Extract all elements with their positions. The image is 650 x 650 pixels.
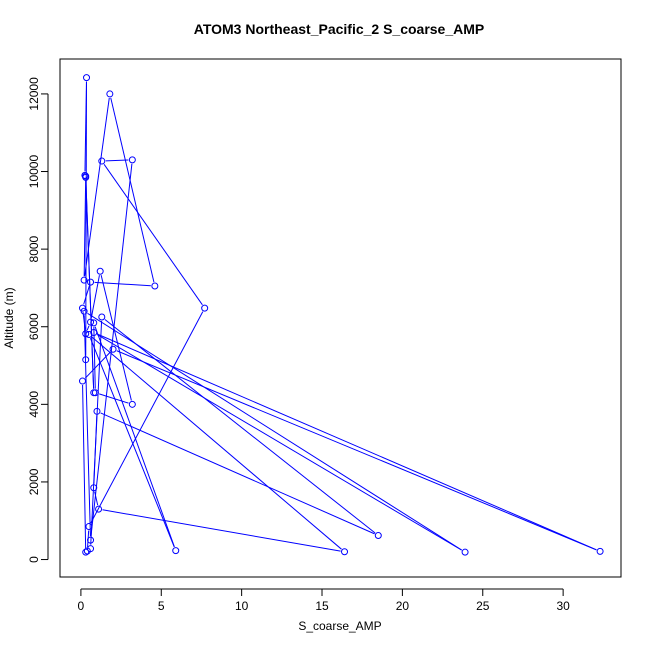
y-tick-label: 6000: [27, 313, 41, 340]
data-point: [85, 523, 93, 531]
series-points: [79, 74, 604, 556]
series-segment: [83, 285, 90, 305]
y-tick-label: 4000: [27, 391, 41, 418]
series-segment: [105, 159, 129, 162]
series-segment: [97, 333, 597, 551]
data-point: [341, 548, 349, 556]
series-segment: [104, 319, 376, 534]
data-point: [87, 318, 95, 326]
series-segment: [90, 163, 133, 537]
data-point: [172, 547, 180, 555]
series-segment: [110, 97, 155, 283]
series-segment: [94, 326, 175, 548]
data-point: [596, 547, 604, 555]
data-point: [128, 156, 136, 164]
data-point: [80, 276, 88, 284]
data-point: [82, 356, 90, 364]
series-segment: [86, 325, 90, 331]
x-tick-label: 25: [476, 599, 490, 613]
data-point: [461, 548, 469, 556]
series-segment: [103, 164, 203, 306]
chart-title: ATOM3 Northeast_Pacific_2 S_coarse_AMP: [194, 21, 485, 37]
data-point: [87, 536, 95, 544]
x-axis: 0 5 10 15 20 25 30: [78, 588, 570, 613]
data-point: [109, 345, 117, 353]
data-point: [128, 400, 136, 408]
x-tick-label: 30: [556, 599, 570, 613]
series-segment: [84, 97, 110, 277]
series-segment: [85, 81, 88, 356]
x-tick-label: 5: [158, 599, 165, 613]
series-segment: [94, 281, 151, 287]
data-point: [90, 329, 98, 337]
y-tick-label: 2000: [27, 468, 41, 495]
series-segment: [100, 275, 132, 401]
data-point: [98, 313, 106, 321]
data-point: [90, 484, 98, 492]
y-axis: 0 2000 4000 6000 8000 10000 12000: [27, 77, 49, 563]
series-segment: [102, 509, 341, 552]
series-segment: [100, 412, 375, 535]
series-segment: [99, 393, 129, 404]
series-lines: [82, 81, 597, 552]
data-point: [95, 505, 103, 513]
x-tick-label: 15: [315, 599, 329, 613]
series-segment: [93, 326, 96, 389]
data-point: [82, 172, 90, 180]
data-point: [79, 377, 87, 385]
y-tick-label: 0: [27, 556, 41, 563]
data-point: [87, 278, 95, 286]
y-tick-label: 8000: [27, 235, 41, 262]
data-point: [151, 282, 159, 290]
y-tick-label: 12000: [27, 77, 41, 111]
series-segment: [116, 350, 597, 551]
data-point: [83, 74, 91, 82]
series-segment: [91, 336, 342, 550]
x-tick-label: 20: [396, 599, 410, 613]
data-point: [80, 307, 88, 315]
data-point: [83, 547, 91, 555]
series-segment: [87, 312, 462, 551]
data-point: [90, 319, 98, 327]
y-tick-label: 10000: [27, 155, 41, 189]
series-segment: [90, 311, 204, 524]
series-segment: [82, 385, 87, 549]
data-point: [82, 548, 90, 556]
series-segment: [90, 321, 103, 545]
series-segment: [90, 275, 100, 319]
data-point: [98, 157, 106, 165]
data-point: [201, 304, 209, 312]
data-point: [96, 267, 104, 275]
series-segment: [85, 180, 95, 389]
data-point: [106, 90, 114, 98]
series-segment: [83, 315, 91, 537]
x-tick-label: 10: [235, 599, 249, 613]
series-segment: [83, 180, 87, 277]
y-axis-label: Altitude (m): [2, 287, 16, 348]
data-point: [82, 330, 90, 338]
x-tick-label: 0: [78, 599, 85, 613]
data-point: [93, 407, 101, 415]
series-segment: [96, 334, 462, 551]
series-segment: [89, 338, 175, 548]
plot-area: [59, 58, 622, 578]
series-segment: [84, 351, 111, 379]
series-segment: [84, 81, 87, 172]
x-axis-label: S_coarse_AMP: [298, 619, 381, 633]
data-point: [91, 389, 99, 397]
data-point: [374, 531, 382, 539]
